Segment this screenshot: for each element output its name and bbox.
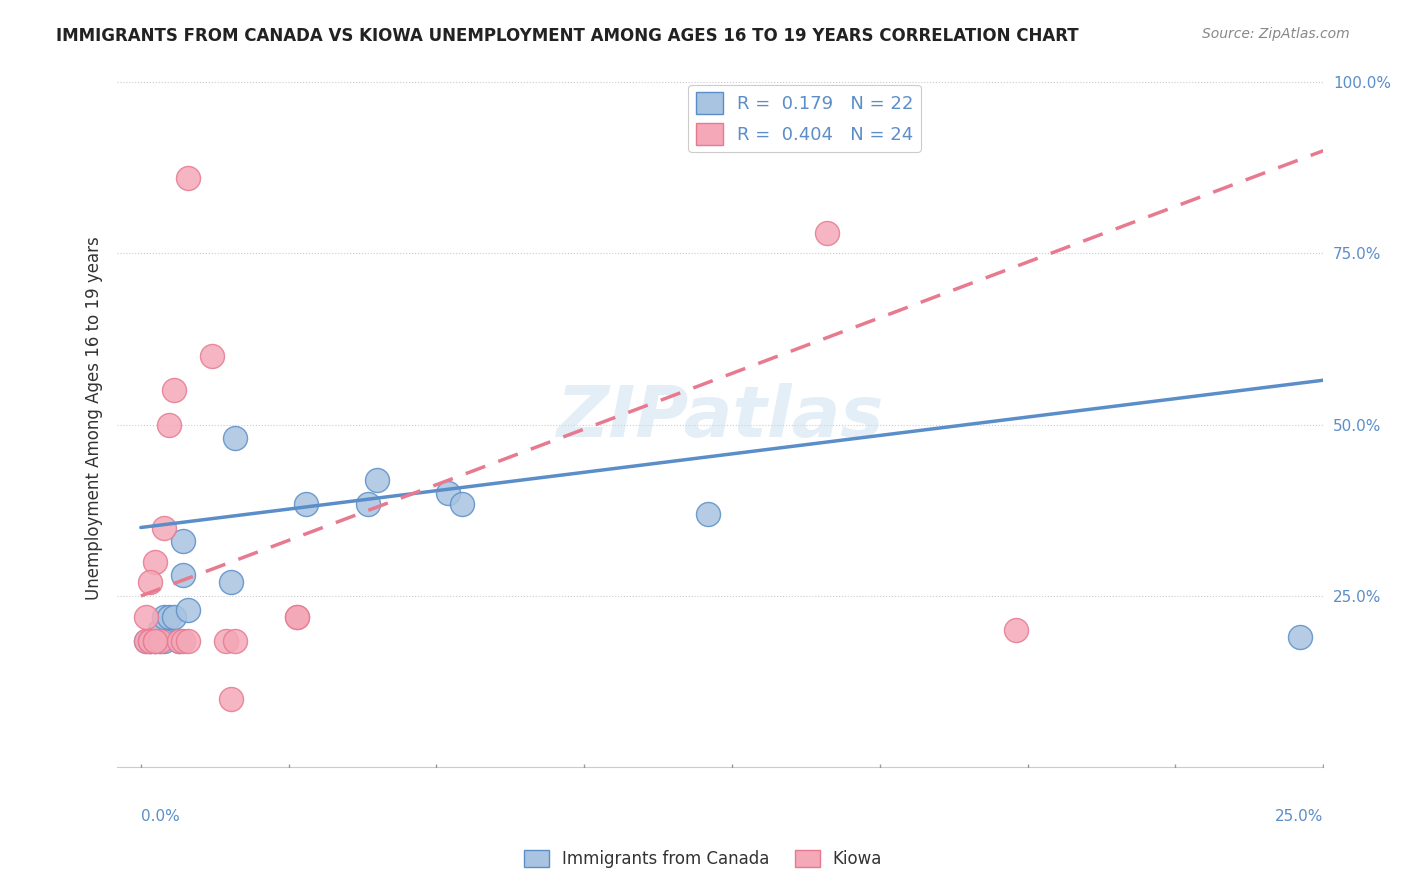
- Legend: R =  0.179   N = 22, R =  0.404   N = 24: R = 0.179 N = 22, R = 0.404 N = 24: [689, 85, 921, 152]
- Point: [153, 520, 176, 534]
- Point: [285, 609, 308, 624]
- Point: [139, 633, 162, 648]
- Point: [437, 486, 460, 500]
- Point: [135, 633, 157, 648]
- Point: [295, 496, 318, 510]
- Point: [157, 609, 180, 624]
- Point: [139, 633, 162, 648]
- Text: Source: ZipAtlas.com: Source: ZipAtlas.com: [1202, 27, 1350, 41]
- Point: [201, 349, 224, 363]
- Point: [157, 417, 180, 432]
- Point: [177, 603, 200, 617]
- Point: [143, 633, 166, 648]
- Point: [172, 534, 194, 549]
- Point: [149, 633, 172, 648]
- Point: [815, 226, 838, 240]
- Y-axis label: Unemployment Among Ages 16 to 19 years: Unemployment Among Ages 16 to 19 years: [86, 236, 103, 599]
- Point: [177, 171, 200, 186]
- Point: [167, 633, 190, 648]
- Point: [153, 609, 176, 624]
- Point: [224, 432, 246, 446]
- Point: [219, 691, 242, 706]
- Point: [149, 624, 172, 638]
- Point: [143, 633, 166, 648]
- Point: [1005, 624, 1028, 638]
- Point: [139, 575, 162, 590]
- Legend: Immigrants from Canada, Kiowa: Immigrants from Canada, Kiowa: [517, 843, 889, 875]
- Text: IMMIGRANTS FROM CANADA VS KIOWA UNEMPLOYMENT AMONG AGES 16 TO 19 YEARS CORRELATI: IMMIGRANTS FROM CANADA VS KIOWA UNEMPLOY…: [56, 27, 1078, 45]
- Point: [163, 384, 186, 398]
- Point: [163, 609, 186, 624]
- Point: [1288, 630, 1310, 644]
- Point: [177, 633, 200, 648]
- Point: [153, 633, 176, 648]
- Text: ZIPatlas: ZIPatlas: [557, 384, 884, 452]
- Point: [143, 555, 166, 569]
- Point: [366, 473, 388, 487]
- Point: [215, 633, 238, 648]
- Text: 25.0%: 25.0%: [1275, 809, 1323, 824]
- Point: [285, 609, 308, 624]
- Point: [219, 575, 242, 590]
- Point: [135, 633, 157, 648]
- Point: [224, 633, 246, 648]
- Point: [172, 633, 194, 648]
- Point: [143, 633, 166, 648]
- Point: [451, 496, 474, 510]
- Point: [167, 633, 190, 648]
- Text: 0.0%: 0.0%: [141, 809, 180, 824]
- Point: [697, 507, 720, 521]
- Point: [149, 633, 172, 648]
- Point: [135, 609, 157, 624]
- Point: [172, 568, 194, 582]
- Point: [139, 633, 162, 648]
- Point: [357, 496, 380, 510]
